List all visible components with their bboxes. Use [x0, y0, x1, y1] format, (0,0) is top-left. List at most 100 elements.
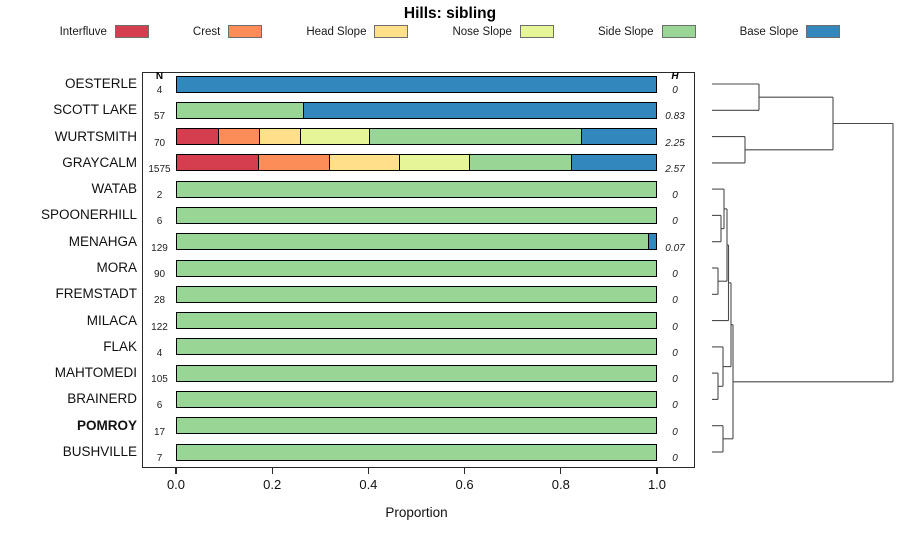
axis-tick: [464, 468, 466, 474]
row-h-value: 0: [672, 400, 678, 412]
row-n-value: 17: [153, 426, 166, 438]
axis-tick-label: 0.0: [166, 477, 186, 492]
row-label: WURTSMITH: [54, 128, 137, 144]
bar-segment-base-slope: [580, 129, 656, 145]
bar-segment-side-slope: [177, 313, 656, 329]
stacked-bar: [176, 75, 657, 93]
bar-segment-crest: [218, 129, 260, 145]
row-n-value: 7: [156, 453, 163, 464]
bar-segment-side-slope: [177, 102, 303, 118]
row-n-value: 70: [153, 137, 166, 149]
bar-segment-base-slope: [177, 76, 656, 92]
legend-item: Head Slope: [306, 25, 409, 38]
legend: Interfluve Crest Head Slope Nose Slope Side …: [0, 25, 900, 38]
row-h-value: 2.57: [665, 163, 685, 175]
legend-item: Crest: [192, 25, 263, 38]
bar-segment-base-slope: [302, 102, 656, 118]
legend-label: Side Slope: [597, 25, 654, 38]
row-h-value: 0: [672, 453, 678, 464]
bar-segment-base-slope: [648, 234, 656, 250]
stacked-bar: [176, 443, 657, 461]
bar-segment-side-slope: [177, 181, 656, 197]
stacked-bar: [176, 206, 657, 224]
bar-segment-side-slope: [177, 260, 656, 276]
row-label: MENAHGA: [68, 233, 137, 249]
axis-tick: [560, 468, 562, 474]
stacked-bar: [176, 128, 657, 146]
stacked-bar: [176, 338, 657, 356]
bar-segment-base-slope: [570, 155, 656, 171]
legend-swatch: [806, 25, 841, 38]
row-h-value: 0.07: [665, 242, 685, 254]
legend-item: Interfluve: [60, 25, 149, 38]
stacked-bar: [176, 312, 657, 330]
bar-segment-side-slope: [177, 207, 656, 223]
stacked-bar: [176, 154, 657, 172]
row-h-value: 0: [672, 374, 678, 386]
stacked-bar: [176, 180, 657, 198]
row-h-value: 0: [672, 85, 678, 96]
bar-segment-crest: [258, 155, 329, 171]
bar-segment-side-slope: [177, 444, 656, 460]
axis-tick: [367, 468, 369, 474]
row-h-value: 2.25: [665, 137, 685, 149]
row-h-value: 0: [672, 216, 678, 228]
row-n-value: 129: [151, 242, 168, 254]
bar-segment-interfluve: [177, 155, 259, 171]
legend-swatch: [661, 25, 696, 38]
legend-swatch: [374, 25, 409, 38]
stacked-bar: [176, 417, 657, 435]
chart-title: Hills: sibling: [403, 5, 497, 22]
axis-tick-label: 1.0: [647, 477, 667, 492]
legend-swatch: [228, 25, 263, 38]
legend-label: Crest: [192, 25, 221, 38]
stacked-bar: [176, 364, 657, 382]
axis-tick-label: 0.2: [263, 477, 282, 492]
row-h-value: 0: [672, 190, 678, 202]
row-label: BUSHVILLE: [62, 444, 137, 459]
axis-tick-label: 0.6: [455, 477, 474, 492]
stacked-bar: [176, 259, 657, 277]
legend-label: Base Slope: [739, 25, 799, 38]
n-column-header: N: [155, 71, 164, 82]
legend-swatch: [114, 25, 149, 38]
row-n-value: 28: [153, 295, 166, 307]
row-label: FREMSTADT: [55, 286, 138, 302]
row-h-value: 0: [672, 295, 678, 307]
row-label: WATAB: [91, 181, 138, 197]
row-h-value: 0: [672, 269, 678, 280]
axis-tick: [656, 468, 658, 474]
axis-tick-label: 0.8: [551, 477, 570, 492]
row-label: SCOTT LAKE: [53, 102, 137, 118]
legend-item: Base Slope: [740, 25, 841, 38]
bar-segment-side-slope: [177, 286, 656, 302]
legend-label: Nose Slope: [452, 25, 512, 38]
bar-segment-interfluve: [177, 129, 219, 145]
row-n-value: 4: [156, 347, 163, 359]
bar-segment-head-slope: [328, 155, 399, 171]
legend-item: Side Slope: [598, 25, 696, 38]
bar-segment-head-slope: [259, 129, 301, 145]
row-h-value: 0: [672, 347, 678, 359]
row-h-value: 0: [672, 426, 678, 438]
bar-segment-side-slope: [177, 339, 656, 355]
plot-frame: [142, 72, 695, 468]
axis-tick: [175, 468, 177, 474]
stacked-bar: [176, 390, 657, 408]
bar-segment-side-slope: [469, 155, 571, 171]
row-n-value: 2: [156, 190, 163, 202]
legend-label: Head Slope: [306, 25, 367, 38]
row-label: OESTERLE: [64, 76, 137, 91]
legend-swatch: [519, 25, 554, 38]
row-n-value: 4: [156, 85, 163, 96]
bar-segment-side-slope: [177, 365, 656, 381]
axis-tick-label: 0.4: [359, 477, 378, 492]
row-label: SPOONERHILL: [40, 207, 137, 223]
x-axis-title: Proportion: [385, 505, 448, 520]
row-label: MILACA: [86, 312, 137, 328]
axis-tick: [271, 468, 273, 474]
row-n-value: 122: [151, 321, 168, 333]
row-n-value: 90: [153, 269, 166, 280]
row-n-value: 57: [153, 111, 166, 123]
